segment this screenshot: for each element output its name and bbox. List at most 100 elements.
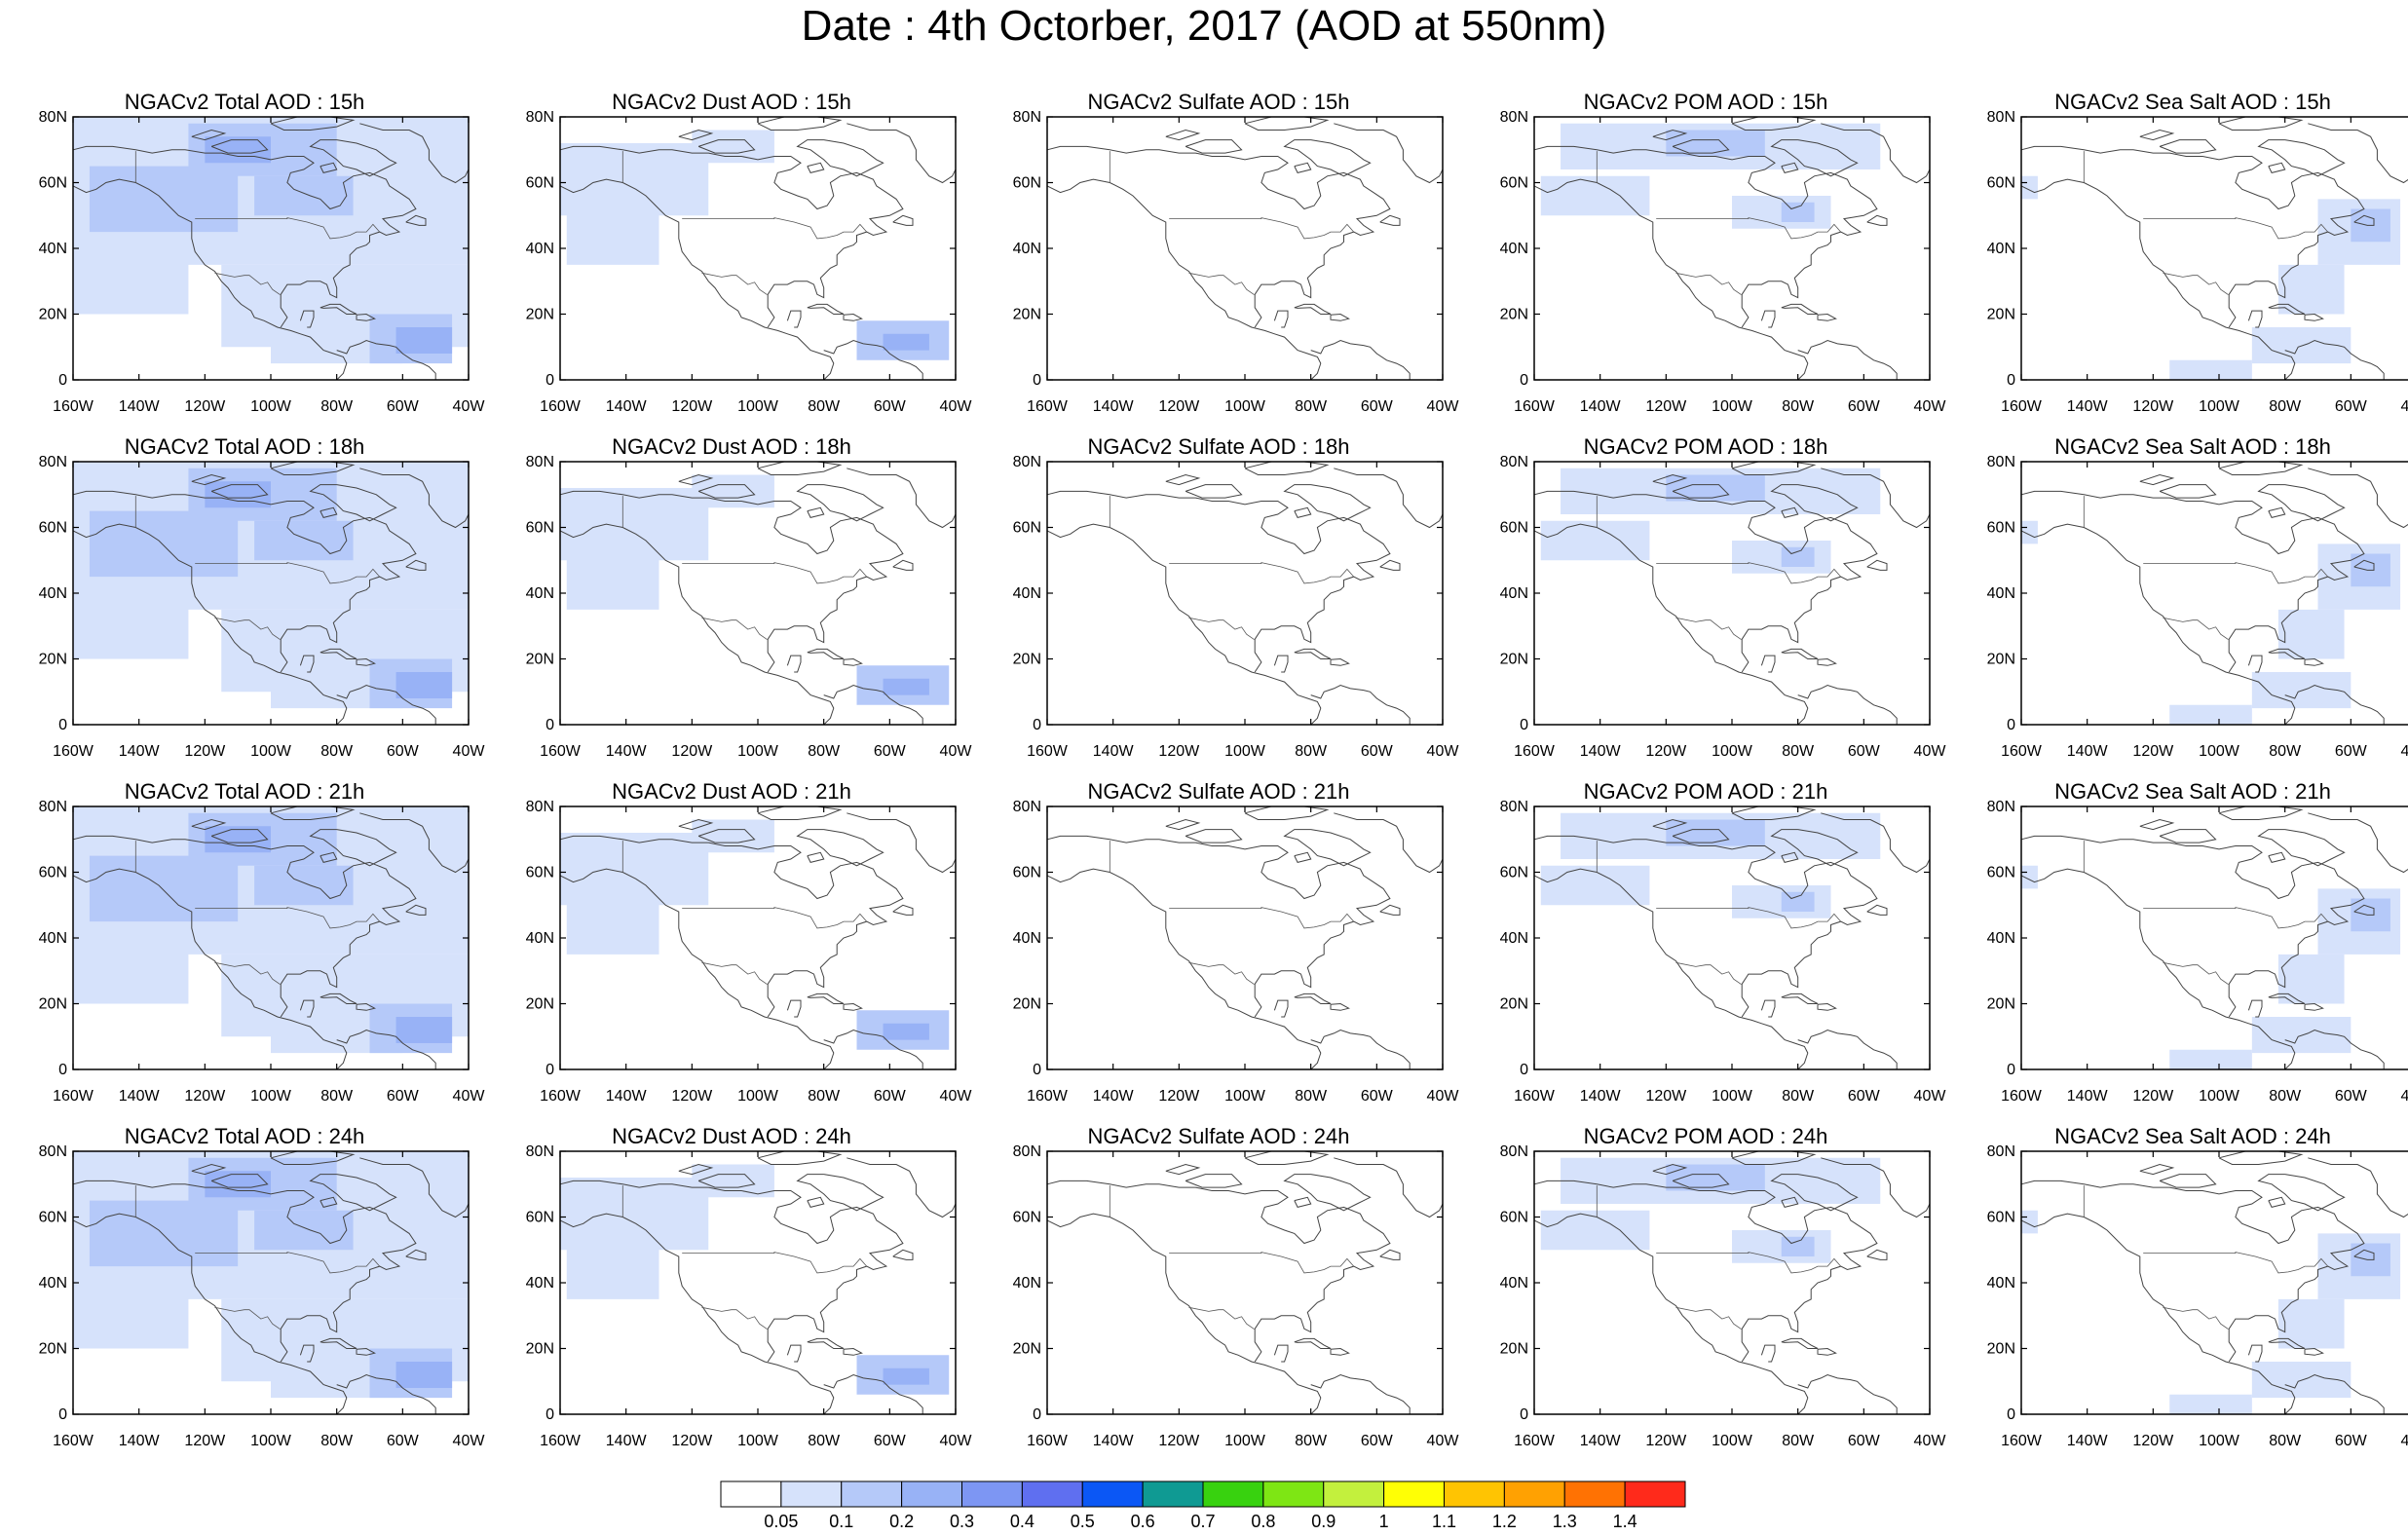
x-tick-label: 60W xyxy=(1848,398,1881,415)
coastline xyxy=(2284,1029,2385,1069)
y-tick-label: 0 xyxy=(1033,1062,1041,1078)
y-tick-label: 0 xyxy=(58,717,67,733)
x-tick-label: 60W xyxy=(2335,1088,2368,1105)
x-tick-label: 100W xyxy=(2199,743,2240,760)
x-tick-label: 40W xyxy=(453,743,486,760)
y-tick-label: 80N xyxy=(1013,454,1041,470)
map-panel: NGACv2 Dust AOD : 21h 160W 140W 120W 100W 80W… xyxy=(508,779,973,1105)
y-tick-label: 40N xyxy=(526,585,554,602)
colorbar-swatch xyxy=(1563,1480,1626,1508)
map-panel: NGACv2 Total AOD : 24h 160W 140W 120W 100W 80… xyxy=(20,1124,486,1449)
y-tick-label: 0 xyxy=(58,1062,67,1078)
y-tick-label: 20N xyxy=(526,307,554,323)
coastline xyxy=(72,145,417,328)
x-tick-label: 100W xyxy=(737,1088,779,1105)
coastline xyxy=(210,829,269,843)
coastline xyxy=(72,835,417,1018)
y-tick-label: 60N xyxy=(1987,175,2015,192)
y-tick-label: 80N xyxy=(526,454,554,470)
coastline xyxy=(2159,139,2217,154)
x-tick-label: 60W xyxy=(1361,398,1394,415)
x-tick-label: 40W xyxy=(1914,398,1947,415)
colorbar-swatch xyxy=(1383,1480,1445,1508)
x-tick-label: 60W xyxy=(2335,743,2368,760)
y-tick-label: 0 xyxy=(1520,372,1528,389)
coastline xyxy=(1672,829,1730,843)
x-tick-label: 100W xyxy=(250,1433,292,1449)
coastline xyxy=(1533,1180,1878,1363)
y-tick-label: 0 xyxy=(1520,1406,1528,1423)
aod-shade-cell xyxy=(883,678,929,695)
coastline xyxy=(1283,1174,1372,1212)
coastline xyxy=(1310,684,1411,725)
x-tick-label: 80W xyxy=(1782,743,1815,760)
coastline xyxy=(847,812,957,874)
y-tick-label: 40N xyxy=(39,1275,67,1292)
coastline xyxy=(356,657,376,666)
coastline xyxy=(2159,829,2217,843)
x-tick-label: 140W xyxy=(2067,1433,2109,1449)
coastline xyxy=(2308,812,2408,874)
coastline xyxy=(1797,339,1898,380)
coastline xyxy=(697,1174,756,1188)
y-tick-label: 40N xyxy=(1500,1275,1528,1292)
aod-shade-cell xyxy=(883,333,929,351)
aod-shade-cell xyxy=(2277,609,2345,659)
y-tick-label: 40N xyxy=(1987,241,2015,257)
x-tick-label: 160W xyxy=(1027,1433,1069,1449)
aod-shade-cell xyxy=(205,826,271,853)
x-tick-label: 40W xyxy=(1427,398,1460,415)
coastline xyxy=(309,1174,397,1212)
x-tick-label: 80W xyxy=(1295,398,1328,415)
x-tick-label: 60W xyxy=(874,743,907,760)
coastline xyxy=(405,1249,427,1260)
coastline xyxy=(847,468,957,529)
coastline xyxy=(2139,473,2175,486)
x-tick-label: 160W xyxy=(2001,1433,2043,1449)
panel-title: NGACv2 Total AOD : 15h xyxy=(124,90,365,114)
country-border xyxy=(2143,217,2328,240)
x-tick-label: 40W xyxy=(1914,1433,1947,1449)
coastline xyxy=(559,835,904,1018)
aod-shade-cell xyxy=(2021,520,2038,544)
country-border xyxy=(2143,907,2328,929)
panel-title: NGACv2 Sulfate AOD : 18h xyxy=(1087,434,1350,459)
coastline xyxy=(807,1337,845,1349)
country-border xyxy=(214,1306,281,1330)
coastline xyxy=(559,1180,904,1363)
colorbar-label: 0.3 xyxy=(950,1512,974,1531)
coastline xyxy=(1781,1196,1799,1208)
y-tick-label: 60N xyxy=(1987,865,2015,881)
x-tick-label: 160W xyxy=(1027,398,1069,415)
coastline xyxy=(559,490,904,673)
y-tick-label: 60N xyxy=(1987,1210,2015,1226)
coastline xyxy=(1330,1347,1350,1356)
y-tick-label: 60N xyxy=(1500,865,1528,881)
coastline xyxy=(309,829,397,867)
coastline xyxy=(359,812,470,874)
coastline xyxy=(847,1157,957,1218)
aod-shade-cell xyxy=(395,672,453,698)
coastline xyxy=(336,1373,436,1414)
country-border xyxy=(2163,1306,2229,1330)
coastline xyxy=(1760,1344,1776,1363)
map-panel: NGACv2 POM AOD : 18h 160W 140W 120W 100W 80W 6… xyxy=(1482,434,1947,760)
x-tick-label: 140W xyxy=(1580,398,1622,415)
y-tick-label: 40N xyxy=(526,1275,554,1292)
coastline xyxy=(1294,162,1312,173)
x-tick-label: 40W xyxy=(2401,1433,2408,1449)
y-tick-label: 40N xyxy=(1987,585,2015,602)
coastline xyxy=(823,1373,923,1414)
country-border xyxy=(1169,562,1354,584)
y-tick-label: 20N xyxy=(1500,1341,1528,1358)
country-border xyxy=(2163,617,2229,640)
x-tick-label: 140W xyxy=(606,398,648,415)
coastline xyxy=(1046,835,1391,1018)
panel-title: NGACv2 Sulfate AOD : 15h xyxy=(1087,90,1350,114)
aod-shade-cell xyxy=(566,888,659,955)
coastline xyxy=(892,214,914,226)
coastline xyxy=(336,339,436,380)
x-tick-label: 60W xyxy=(1848,743,1881,760)
colorbar-swatch xyxy=(901,1480,962,1508)
coastline xyxy=(2247,1344,2263,1363)
